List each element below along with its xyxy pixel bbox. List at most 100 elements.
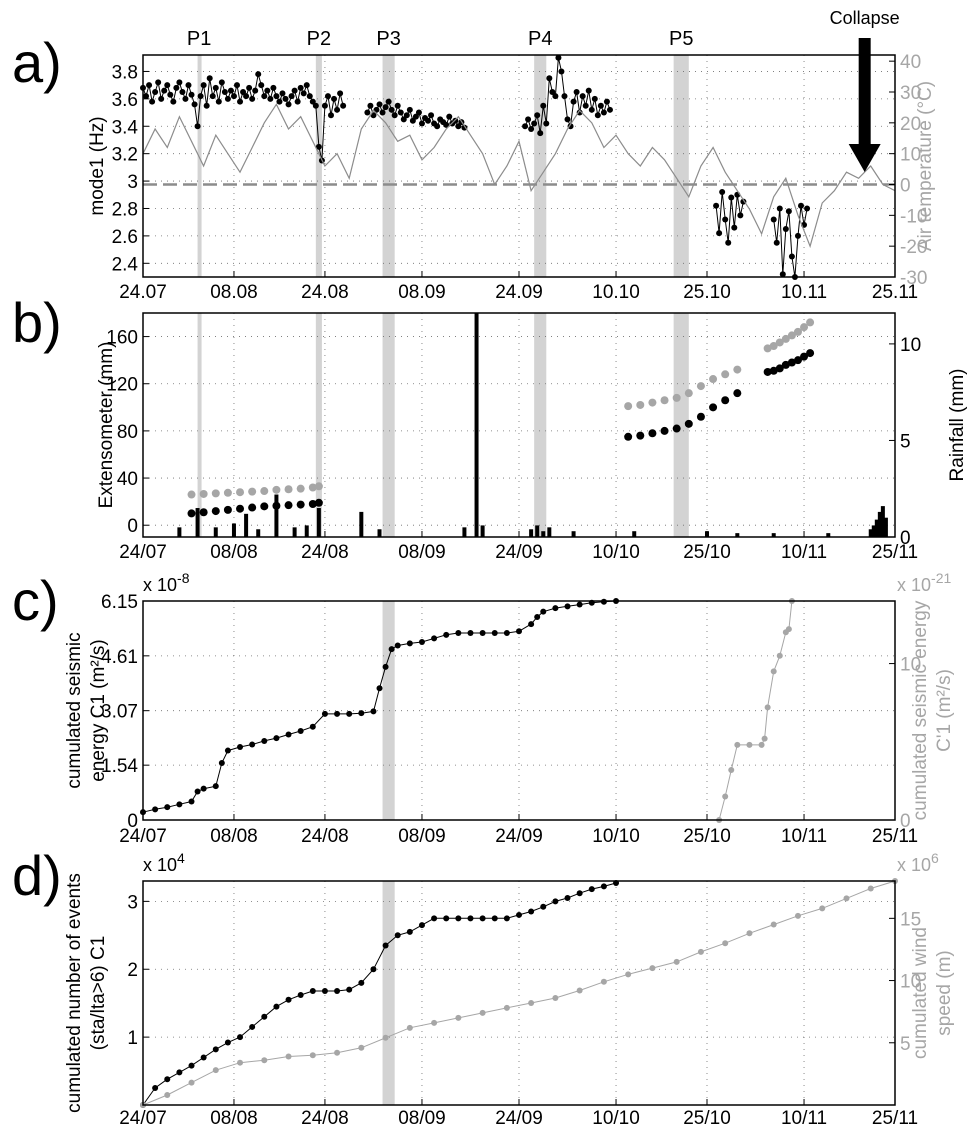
data-point	[528, 908, 535, 915]
y2-axis-label: Rainfall (mm)	[947, 369, 968, 482]
y2-scale-label: x 106	[897, 850, 939, 875]
rainfall-bar	[177, 527, 182, 537]
data-point	[719, 189, 726, 196]
data-point	[455, 630, 462, 637]
rainfall-bar	[883, 517, 888, 537]
data-point	[340, 102, 347, 109]
y-tick-label: 0	[127, 516, 138, 537]
data-point	[164, 82, 171, 89]
series-line	[773, 205, 808, 278]
series-line	[142, 103, 896, 249]
series-line	[142, 600, 617, 813]
data-point	[785, 208, 792, 215]
data-point	[382, 942, 389, 949]
data-point	[785, 626, 792, 633]
rainfall-bar	[195, 508, 200, 537]
period-band-p3	[382, 55, 395, 277]
data-point	[261, 737, 268, 744]
data-point	[267, 95, 274, 102]
data-point	[173, 84, 180, 91]
y-axis-label: cumulated seismic energy C1 (m²/s)	[64, 632, 109, 788]
data-point	[770, 921, 777, 928]
rainfall-bar	[529, 529, 534, 537]
series-line	[142, 74, 344, 161]
data-point	[709, 375, 718, 384]
data-point	[197, 93, 204, 100]
data-point	[315, 143, 322, 150]
y-tick-label: 3.2	[112, 145, 138, 166]
data-point	[775, 338, 784, 347]
panel-b: 24/07 08/08 24/08 08/09 24/09 10/10 25/10 10/11…	[12, 291, 968, 563]
data-point	[221, 89, 228, 95]
x-tick-label: 24/08	[301, 826, 349, 847]
data-point	[388, 106, 395, 113]
x-tick-label: 08/08	[210, 826, 258, 847]
data-point	[764, 704, 771, 711]
data-point	[794, 232, 801, 239]
y2-tick-label: 20	[900, 114, 921, 135]
data-point	[582, 102, 589, 109]
data-point	[164, 1092, 171, 1099]
data-point	[252, 87, 259, 94]
rainfall-bar	[880, 506, 885, 537]
data-point	[418, 638, 425, 645]
data-point	[763, 344, 772, 353]
data-point	[737, 212, 744, 219]
rainfall-bar	[231, 523, 236, 537]
data-point	[288, 93, 295, 100]
data-point	[431, 915, 438, 922]
data-point	[223, 488, 232, 497]
y2-tick-label: 10	[900, 972, 921, 993]
data-point	[314, 498, 323, 507]
data-point	[503, 915, 510, 922]
x-tick-label: 25/11	[872, 1108, 918, 1129]
data-point	[227, 87, 234, 94]
y-tick-label: 3.8	[112, 62, 138, 83]
y-tick-label: 6.15	[101, 592, 138, 613]
data-point	[215, 98, 222, 105]
data-point	[443, 915, 450, 922]
data-point	[258, 82, 265, 89]
data-point	[770, 216, 777, 223]
data-point	[309, 1052, 316, 1059]
data-point	[540, 903, 547, 910]
panel-letter: b)	[12, 291, 62, 354]
y-tick-label: 120	[106, 375, 138, 396]
period-label-p2: P2	[307, 28, 331, 50]
period-band-p1	[197, 313, 202, 537]
series-3	[624, 365, 742, 411]
rainfall-bar	[547, 527, 552, 537]
y2-tick-label: 0	[900, 528, 911, 549]
data-point	[203, 102, 210, 109]
data-point	[528, 126, 535, 132]
data-point	[188, 798, 195, 805]
data-point	[561, 93, 568, 100]
series-3	[522, 54, 613, 137]
data-point	[467, 630, 474, 637]
x-tick-label: 25/10	[683, 826, 731, 847]
data-point	[249, 95, 256, 102]
y2-tick-label: 0	[900, 176, 911, 197]
data-point	[731, 224, 738, 231]
data-point	[284, 501, 293, 510]
data-point	[284, 485, 293, 494]
data-point	[294, 98, 301, 105]
data-point	[388, 646, 395, 653]
data-point	[176, 79, 183, 86]
series-6	[763, 349, 815, 376]
data-point	[503, 630, 510, 637]
y2-tick-label: 40	[900, 52, 921, 73]
data-point	[237, 98, 244, 105]
data-point	[382, 663, 389, 670]
data-point	[200, 1054, 207, 1061]
x-tick-label: 24/07	[119, 1108, 167, 1129]
period-band-p4	[534, 55, 547, 277]
y-tick-label: 160	[106, 328, 138, 349]
data-point	[412, 113, 419, 120]
data-point	[243, 93, 250, 100]
data-point	[540, 608, 547, 615]
data-point	[167, 91, 174, 98]
data-point	[391, 112, 398, 119]
data-point	[479, 915, 486, 922]
